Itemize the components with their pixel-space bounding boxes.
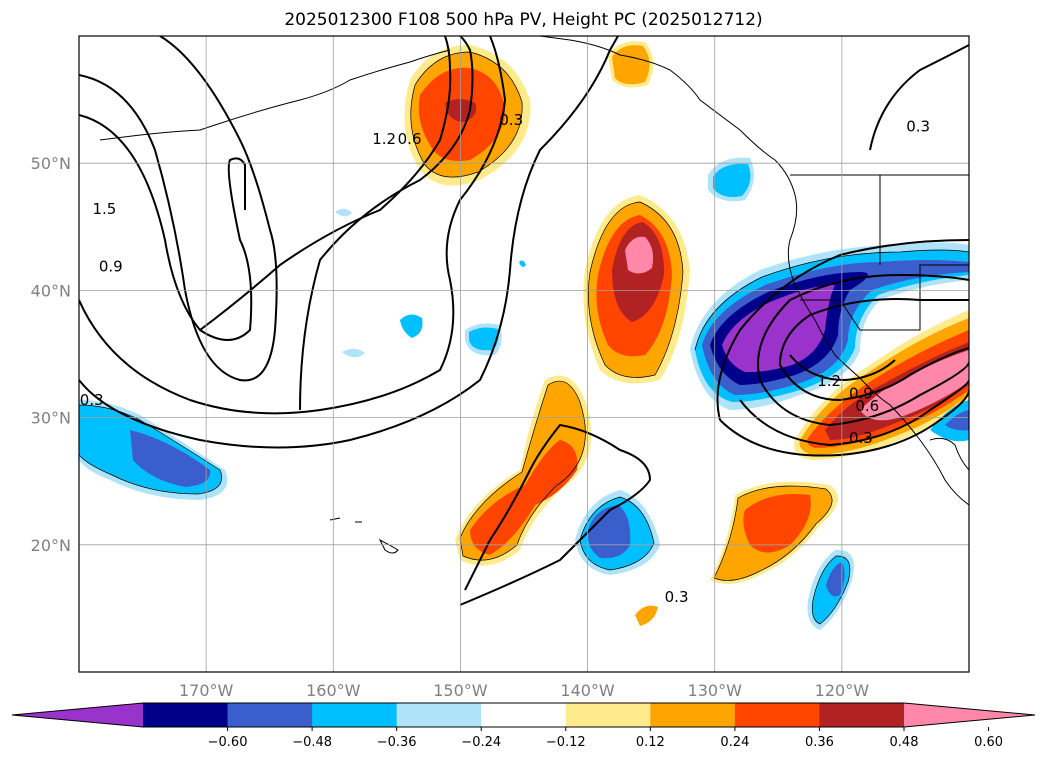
contour-label: 0.3 <box>665 588 689 606</box>
pv-anomaly-negative <box>945 410 969 431</box>
colorbar-segment <box>143 703 229 727</box>
pv-anomaly-positive <box>743 494 811 553</box>
contour-label: 1.2 <box>372 130 396 148</box>
height-contours <box>79 36 969 606</box>
colorbar-segment <box>481 703 567 727</box>
longitude-labels: 170°W 160°W 150°W 140°W 130°W 120°W <box>179 681 869 700</box>
pv-anomaly-positive <box>625 236 654 274</box>
pv-anomaly-positive <box>470 440 578 555</box>
contour-label: 0.6 <box>855 397 879 415</box>
map-frame <box>78 35 970 673</box>
longitude-label: 150°W <box>433 681 488 700</box>
colorbar-max-extension <box>904 703 1035 727</box>
pv-anomaly-negative <box>826 562 845 597</box>
pv-anomaly-positive <box>635 605 658 626</box>
colorbar-outline <box>11 702 1036 728</box>
colorbar-tick-label: 0.12 <box>636 735 665 750</box>
pv-anomaly-negative <box>469 327 499 351</box>
contour-labels: 1.50.90.31.2 0.60.30.30.31.20.90.60.3 <box>80 111 930 606</box>
latitude-label: 20°N <box>31 536 71 555</box>
latitude-label: 50°N <box>31 154 71 173</box>
longitude-label: 170°W <box>179 681 234 700</box>
contour-label: 0.6 <box>398 130 422 148</box>
colorbar-tick-label: 0.24 <box>720 735 749 750</box>
colorbar-min-extension <box>12 703 143 727</box>
colorbar-segment <box>227 703 313 727</box>
latitude-labels: 50°N 40°N 30°N 20°N <box>31 154 71 555</box>
longitude-label: 120°W <box>815 681 870 700</box>
colorbar-segment <box>819 703 905 727</box>
pv-anomaly-negative <box>400 314 423 338</box>
pv-anomaly-positive <box>612 45 650 85</box>
pv-anomaly-negative <box>519 260 526 267</box>
pv-anomaly-negative <box>335 208 352 217</box>
contour-label: 0.3 <box>906 117 930 135</box>
colorbar-segment <box>312 703 398 727</box>
colorbar-tick-label: −0.36 <box>377 735 417 750</box>
contour-label: 0.9 <box>849 385 873 403</box>
contour-label: 0.9 <box>99 257 123 275</box>
pv-shading <box>79 41 969 630</box>
latitude-label: 40°N <box>31 281 71 300</box>
gridlines <box>79 36 969 672</box>
longitude-label: 140°W <box>560 681 615 700</box>
colorbar-tick-label: 0.60 <box>974 735 1003 750</box>
colorbar-segment <box>396 703 482 727</box>
pv-anomaly-negative <box>130 430 211 487</box>
contour-label: 1.2 <box>817 372 841 390</box>
latitude-label: 30°N <box>31 409 71 428</box>
colorbar-tick-label: 0.36 <box>805 735 834 750</box>
colorbar: −0.60 −0.48 −0.36 −0.24 −0.12 0.12 0.24 0.36 0.4… <box>11 702 1036 750</box>
colorbar-segment <box>734 703 820 727</box>
colorbar-segment <box>650 703 736 727</box>
colorbar-tick-label: −0.24 <box>461 735 501 750</box>
contour-label: 0.3 <box>499 111 523 129</box>
pv-anomaly-negative <box>713 163 751 197</box>
longitude-label: 130°W <box>688 681 743 700</box>
colorbar-tick-label: −0.12 <box>546 735 586 750</box>
contour-label: 1.5 <box>92 200 116 218</box>
colorbar-tick-label: −0.48 <box>292 735 332 750</box>
contour-label: 0.3 <box>80 391 104 409</box>
map-title: 2025012300 F108 500 hPa PV, Height PC (2… <box>284 10 763 30</box>
colorbar-segment <box>565 703 651 727</box>
shading-outlines <box>79 51 969 625</box>
colorbar-tick-label: −0.60 <box>208 735 248 750</box>
longitude-label: 160°W <box>306 681 361 700</box>
colorbar-tick-label: 0.48 <box>890 735 919 750</box>
pv-anomaly-negative <box>342 348 365 358</box>
contour-label: 0.3 <box>849 429 873 447</box>
pv-anomaly-negative <box>930 400 969 442</box>
coastlines <box>99 36 969 554</box>
